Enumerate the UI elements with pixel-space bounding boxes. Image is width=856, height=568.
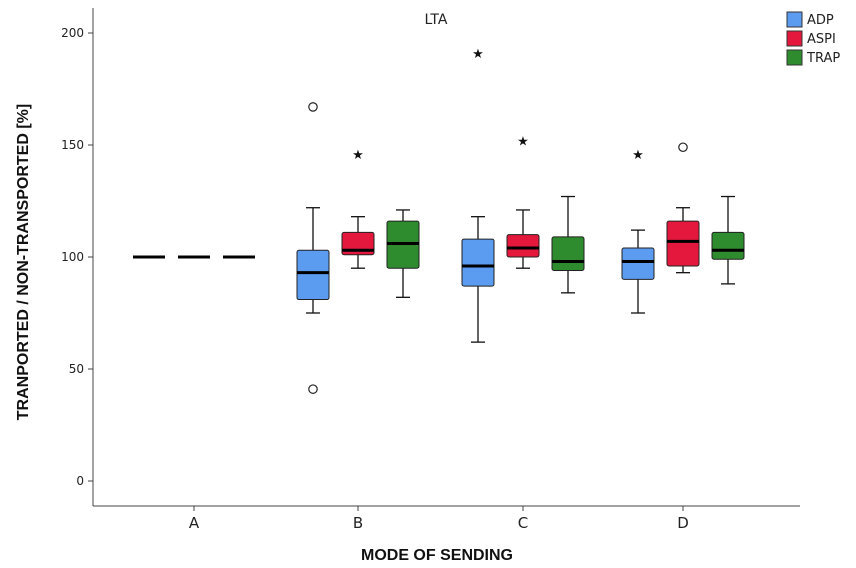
- box-series: ★ ★ ★ ★: [133, 47, 745, 394]
- y-tick-label: 0: [76, 474, 84, 488]
- box-adp: ★: [461, 47, 495, 343]
- x-tick-label: D: [677, 514, 689, 532]
- legend-label-aspi: ASPI: [807, 32, 836, 47]
- box-trap: [551, 195, 585, 294]
- extreme-point: ★: [517, 135, 529, 150]
- box-aspi: ★: [506, 135, 540, 269]
- box-aspi: [666, 142, 700, 274]
- outlier-point: [308, 384, 318, 394]
- y-axis-label: TRANPORTED / NON-TRANSPORTED [%]: [15, 104, 32, 420]
- y-tick-label: 150: [61, 138, 84, 152]
- legend-swatch-trap: [786, 49, 803, 66]
- legend-label-adp: ADP: [807, 13, 834, 28]
- legend-swatch-aspi: [786, 30, 803, 47]
- box-adp: [296, 102, 330, 394]
- x-axis-ticks: A B C D: [189, 506, 689, 532]
- x-tick-label: C: [518, 514, 528, 532]
- box-trap: [386, 209, 420, 298]
- legend-label-trap: TRAP: [806, 51, 840, 66]
- iqr-box: [711, 231, 745, 260]
- iqr-box: [551, 236, 585, 271]
- iqr-box: [461, 238, 495, 287]
- x-axis-label: MODE OF SENDING: [361, 547, 513, 564]
- iqr-box: [666, 220, 700, 267]
- y-tick-label: 50: [69, 362, 84, 376]
- chart-title: LTA: [425, 12, 448, 28]
- legend-swatch-adp: [786, 11, 803, 28]
- box-aspi: ★: [341, 148, 375, 269]
- y-tick-label: 200: [61, 26, 84, 40]
- legend: ADP ASPI TRAP: [786, 11, 840, 66]
- extreme-point: ★: [352, 148, 364, 163]
- iqr-box: [621, 247, 655, 280]
- box-trap: [711, 195, 745, 285]
- outlier-point: [678, 142, 688, 153]
- iqr-box: [296, 249, 330, 301]
- x-tick-label: A: [189, 514, 200, 532]
- iqr-box: [506, 234, 540, 258]
- outlier-point: [308, 102, 318, 112]
- x-tick-label: B: [353, 514, 363, 532]
- extreme-point: ★: [632, 148, 644, 163]
- y-axis-ticks: 0 50 100 150 200: [61, 26, 93, 488]
- box-adp: ★: [621, 148, 655, 314]
- extreme-point: ★: [472, 47, 484, 62]
- y-tick-label: 100: [61, 250, 84, 264]
